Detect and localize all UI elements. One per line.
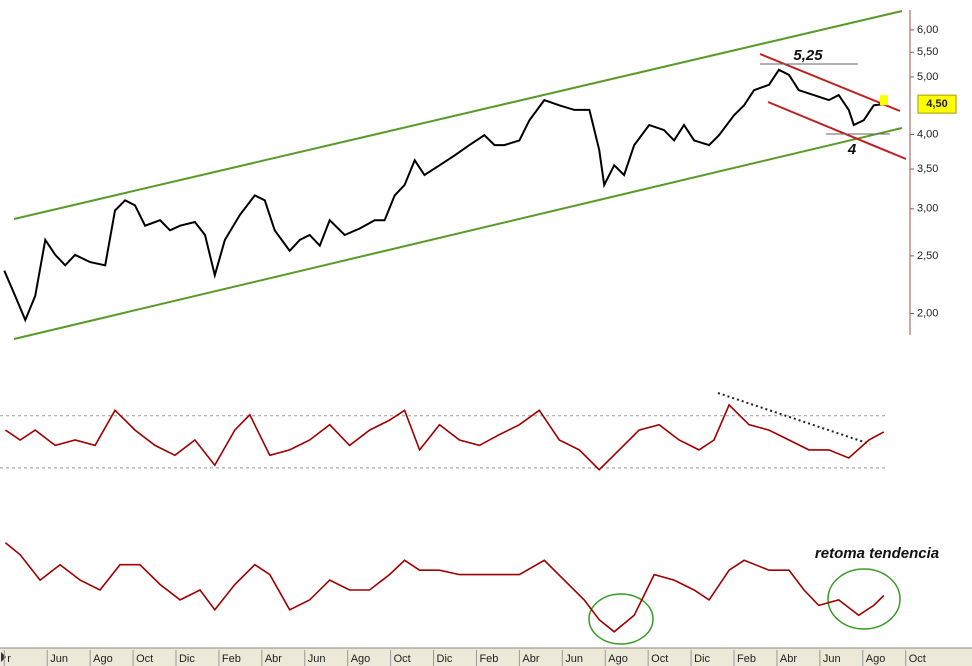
- price-line: [3, 68, 884, 323]
- y-tick-label: 5,50: [917, 46, 938, 58]
- y-tick-label: 3,50: [917, 163, 938, 175]
- y-tick-label: 2,50: [917, 250, 938, 262]
- annotation: retoma tendencia: [815, 545, 939, 562]
- x-tick-label: Oct: [136, 653, 153, 665]
- highlight-ellipse: [827, 568, 901, 630]
- y-tick-label: 4,00: [917, 128, 938, 140]
- x-tick-label: Jun: [823, 653, 841, 665]
- x-tick-label: Abr: [265, 653, 282, 665]
- x-tick-label: r: [7, 653, 11, 665]
- x-tick-label: Feb: [222, 653, 241, 665]
- channel-upper: [13, 10, 903, 220]
- scroll-arrow: [1, 652, 6, 662]
- annotation: 4: [847, 141, 857, 158]
- x-tick-label: Ago: [866, 653, 886, 665]
- x-tick-label: Dic: [437, 653, 453, 665]
- last-value-label: 4,50: [926, 98, 947, 110]
- trend-upper: [759, 53, 901, 112]
- x-tick-label: Dic: [179, 653, 195, 665]
- x-tick-label: Ago: [93, 653, 113, 665]
- last-value-box: [917, 94, 957, 114]
- price-line: [4, 542, 885, 633]
- x-tick-label: Oct: [651, 653, 668, 665]
- x-tick-label: Ago: [351, 653, 371, 665]
- x-tick-label: Abr: [780, 653, 797, 665]
- y-tick-label: 2,00: [917, 307, 938, 319]
- y-tick-label: 5,00: [917, 71, 938, 83]
- x-tick-label: Feb: [479, 653, 498, 665]
- last-value-marker: [880, 95, 888, 106]
- y-tick-label: 3,00: [917, 203, 938, 215]
- annotation: 5,25: [793, 47, 823, 64]
- x-tick-label: Ago: [608, 653, 628, 665]
- x-axis-strip: [0, 648, 972, 666]
- x-tick-label: Abr: [522, 653, 539, 665]
- channel-lower: [13, 127, 903, 340]
- x-tick-label: Jun: [308, 653, 326, 665]
- highlight-ellipse: [588, 593, 654, 645]
- x-tick-label: Jun: [50, 653, 68, 665]
- x-tick-label: Oct: [394, 653, 411, 665]
- dotted-trend: [717, 392, 871, 445]
- x-tick-label: Oct: [909, 653, 926, 665]
- x-tick-label: Dic: [694, 653, 710, 665]
- trend-lower: [767, 101, 907, 160]
- y-tick-label: 6,00: [917, 24, 938, 36]
- x-tick-label: Jun: [565, 653, 583, 665]
- price-line: [4, 403, 885, 471]
- x-tick-label: Feb: [737, 653, 756, 665]
